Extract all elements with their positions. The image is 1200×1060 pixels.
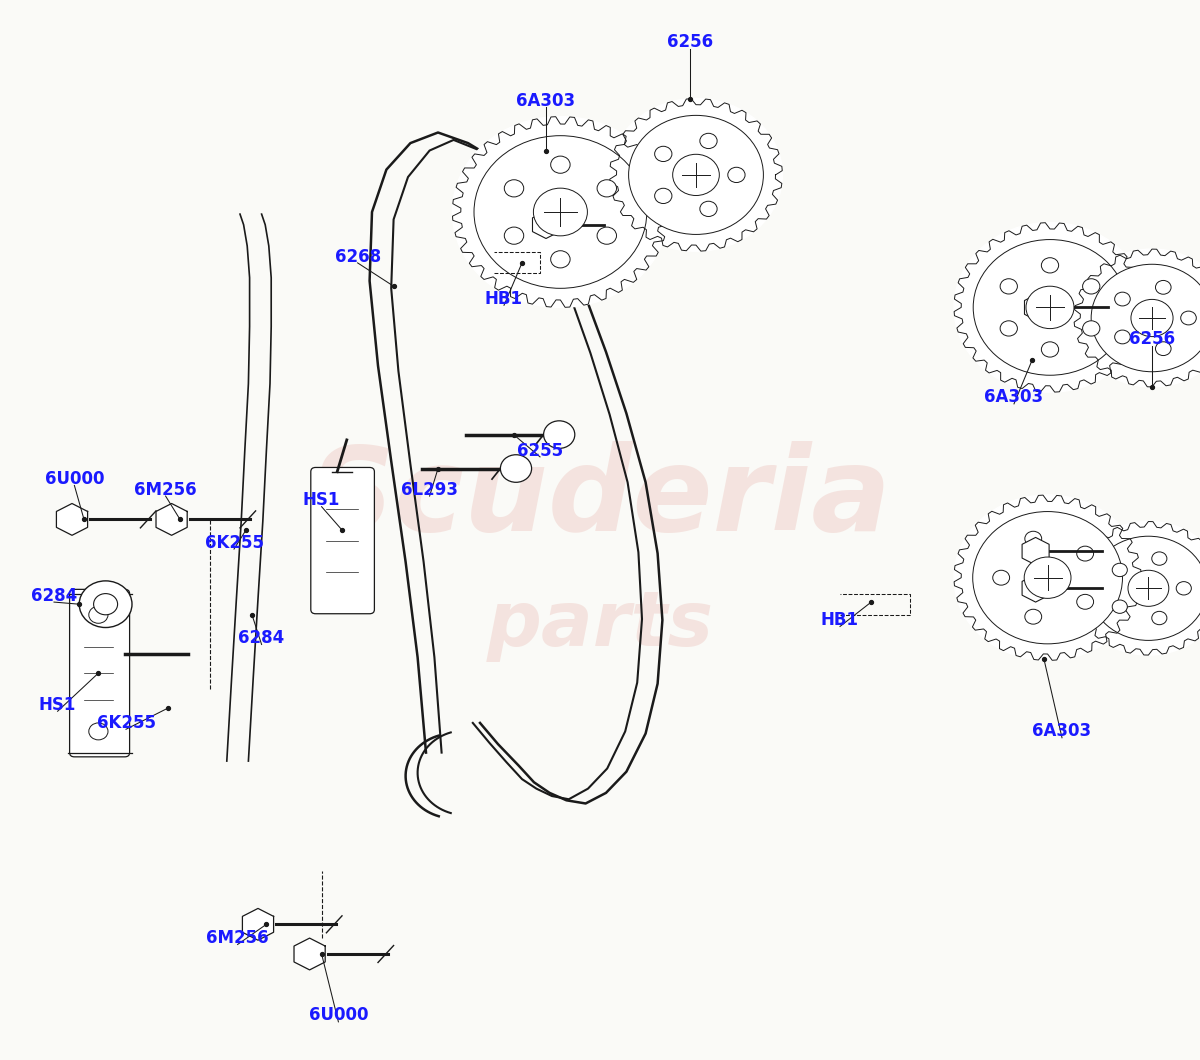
Circle shape: [598, 180, 617, 197]
Circle shape: [992, 570, 1009, 585]
Circle shape: [1130, 299, 1174, 337]
Circle shape: [1024, 558, 1072, 598]
Text: 6M256: 6M256: [134, 481, 197, 498]
Circle shape: [1073, 522, 1200, 655]
Circle shape: [700, 201, 718, 216]
Circle shape: [89, 606, 108, 623]
Text: HB1: HB1: [821, 612, 859, 629]
Text: Scuderia: Scuderia: [310, 441, 890, 555]
Circle shape: [1000, 279, 1018, 294]
Circle shape: [1128, 570, 1169, 606]
Circle shape: [1025, 531, 1042, 546]
Circle shape: [1112, 600, 1127, 614]
Circle shape: [1156, 341, 1171, 355]
Circle shape: [1091, 264, 1200, 372]
Polygon shape: [533, 211, 559, 238]
Circle shape: [1112, 563, 1127, 577]
Circle shape: [1181, 312, 1196, 324]
Circle shape: [474, 136, 647, 288]
Circle shape: [1074, 249, 1200, 387]
Circle shape: [94, 594, 118, 615]
Circle shape: [79, 581, 132, 628]
Circle shape: [533, 189, 588, 236]
Text: 6A303: 6A303: [984, 389, 1044, 406]
Circle shape: [500, 455, 532, 482]
Polygon shape: [1025, 294, 1051, 321]
Polygon shape: [610, 99, 782, 251]
Circle shape: [551, 156, 570, 173]
Circle shape: [1000, 321, 1018, 336]
Circle shape: [1076, 595, 1093, 610]
Circle shape: [1090, 536, 1200, 640]
Circle shape: [452, 117, 668, 307]
Text: 6268: 6268: [335, 248, 380, 265]
Text: 6K255: 6K255: [204, 534, 264, 551]
Text: 6U000: 6U000: [308, 1007, 368, 1024]
FancyBboxPatch shape: [311, 467, 374, 614]
Circle shape: [673, 155, 719, 195]
Circle shape: [973, 512, 1122, 643]
Text: 6U000: 6U000: [44, 471, 104, 488]
Polygon shape: [1022, 575, 1049, 602]
Text: 6256: 6256: [1129, 331, 1175, 348]
Circle shape: [1156, 281, 1171, 295]
Text: HS1: HS1: [302, 492, 341, 509]
Circle shape: [1115, 330, 1130, 343]
Circle shape: [727, 167, 745, 182]
Text: 6256: 6256: [667, 34, 713, 51]
Circle shape: [629, 116, 763, 234]
Circle shape: [1082, 321, 1100, 336]
Text: HS1: HS1: [38, 696, 77, 713]
Circle shape: [1115, 293, 1130, 306]
Circle shape: [89, 723, 108, 740]
Text: 6284: 6284: [31, 587, 77, 604]
Text: 6255: 6255: [517, 442, 563, 459]
Text: 6M256: 6M256: [206, 930, 269, 947]
Polygon shape: [954, 223, 1146, 392]
Circle shape: [655, 146, 672, 161]
Circle shape: [700, 134, 718, 148]
Polygon shape: [452, 117, 668, 307]
Circle shape: [504, 180, 523, 197]
Text: HB1: HB1: [485, 290, 523, 307]
Circle shape: [1025, 610, 1042, 624]
Text: 6A303: 6A303: [1032, 723, 1092, 740]
Circle shape: [1042, 341, 1058, 357]
Polygon shape: [1074, 249, 1200, 387]
Text: 6K255: 6K255: [96, 714, 156, 731]
Circle shape: [973, 240, 1127, 375]
Circle shape: [598, 227, 617, 244]
Circle shape: [954, 495, 1141, 660]
Circle shape: [1076, 546, 1093, 561]
Polygon shape: [294, 938, 325, 970]
Circle shape: [1176, 582, 1192, 595]
Text: parts: parts: [486, 588, 714, 662]
Circle shape: [551, 251, 570, 268]
Circle shape: [655, 189, 672, 204]
Circle shape: [1026, 286, 1074, 329]
Polygon shape: [1073, 522, 1200, 655]
Circle shape: [504, 227, 523, 244]
Circle shape: [1042, 258, 1058, 273]
Circle shape: [954, 223, 1146, 392]
Polygon shape: [954, 495, 1141, 660]
Circle shape: [1152, 552, 1166, 565]
Circle shape: [1152, 612, 1166, 624]
Polygon shape: [242, 908, 274, 940]
Polygon shape: [1022, 537, 1049, 565]
Text: 6A303: 6A303: [516, 92, 576, 109]
Polygon shape: [156, 504, 187, 535]
Circle shape: [1082, 279, 1100, 294]
Text: 6284: 6284: [239, 630, 284, 647]
Circle shape: [544, 421, 575, 448]
Circle shape: [610, 99, 782, 251]
Polygon shape: [56, 504, 88, 535]
FancyBboxPatch shape: [70, 589, 130, 757]
Text: 6L293: 6L293: [401, 481, 458, 498]
